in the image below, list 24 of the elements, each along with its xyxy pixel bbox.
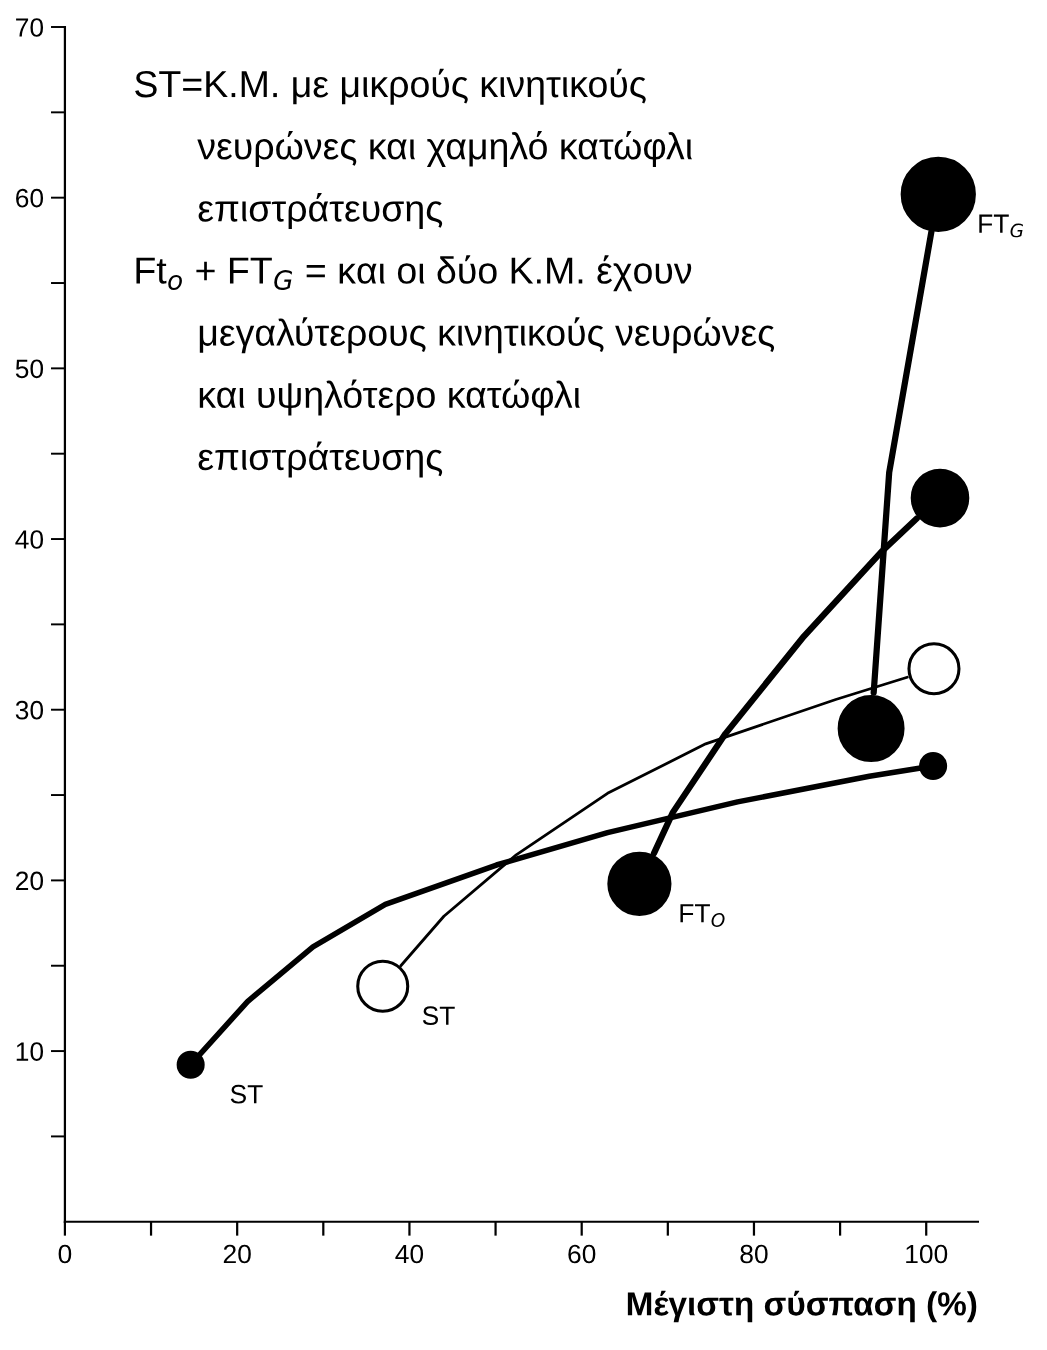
annotation: ST=Κ.Μ. με μικρούς κινητικούς νευρώνες και χαμηλό κατώφλι επιστράτευσης [135,68,693,230]
x-axis-title: Μέγιστη σύσπαση (%) [627,1290,977,1323]
point [176,1050,205,1079]
point [356,959,410,1013]
annotation: Ft$_{o}$ + FT$_{G}$ = και οι δύο Κ.Μ. έχουν μεγαλύτερους κινητικούς νευρώνες και υψηλότερο κατώφλι επιστράτευσης [136,255,775,478]
x-tick-label: 20 [223,1244,251,1264]
x-tick-label: 40 [395,1244,424,1264]
y-tick-label: 60 [16,188,44,208]
point [907,642,961,696]
x-tick-label: 0 [58,1244,72,1264]
y-tick-label: 10 [16,1042,44,1061]
y-tick-label: 20 [16,871,44,891]
annotation: FT$_{O}$ [680,904,725,927]
annotation: ST [422,1006,455,1026]
point [919,752,948,781]
y-tick-label: 70 [16,18,44,37]
annotation: FT$_{G}$ [979,214,1024,238]
annotation: ST [230,1084,263,1104]
x-tick-label: 60 [568,1244,596,1264]
x-tick-label: 80 [740,1244,768,1264]
y-tick-label: 40 [15,530,44,549]
x-tick-label: 100 [906,1244,948,1264]
y-tick-label: 30 [15,700,44,720]
y-tick-label: 50 [15,359,44,379]
